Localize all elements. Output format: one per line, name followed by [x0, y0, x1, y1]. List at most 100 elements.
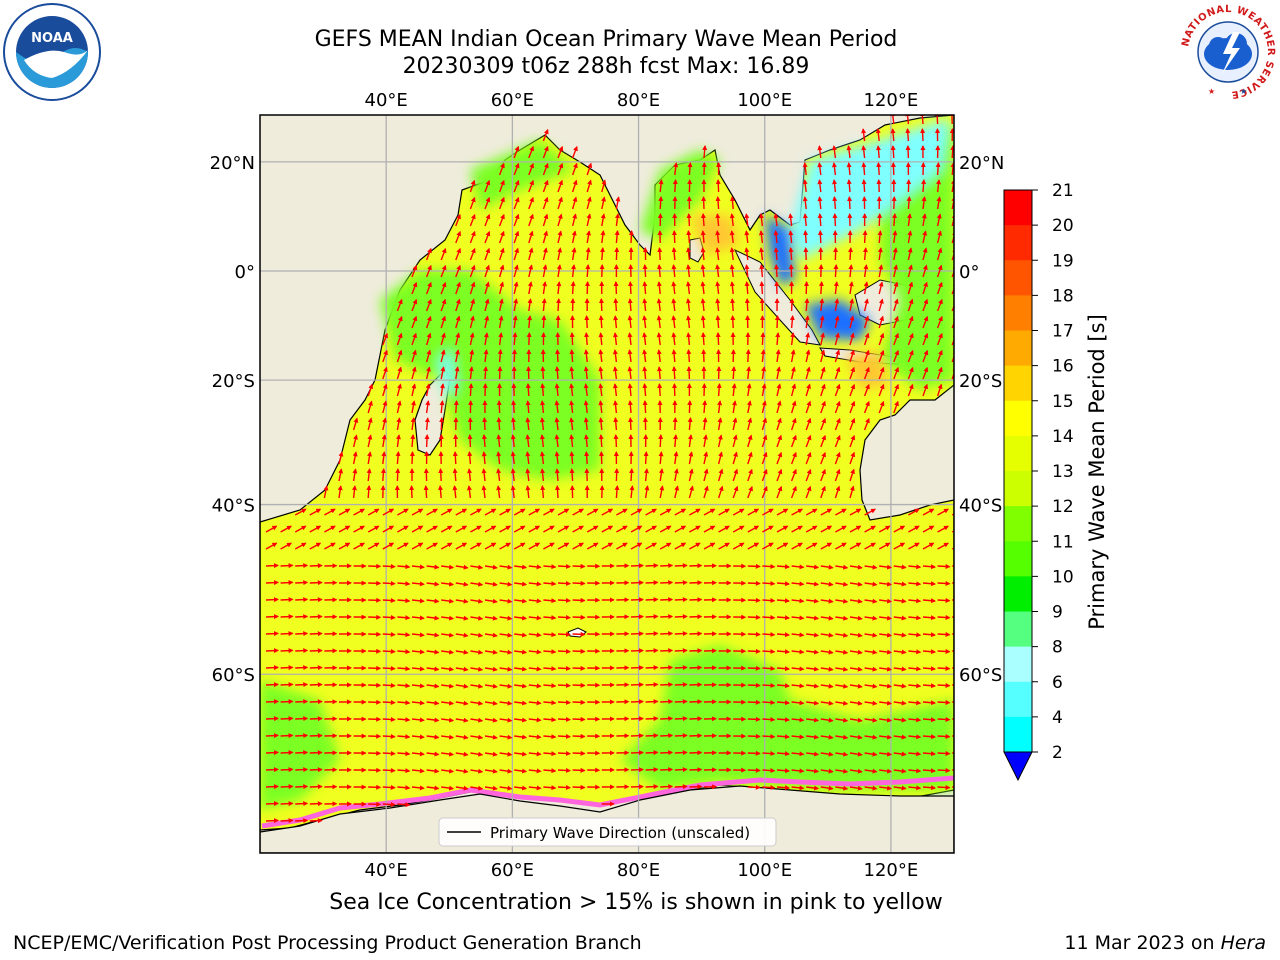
- wave-arrow: [820, 400, 826, 414]
- wave-arrow: [542, 145, 549, 159]
- wave-arrow: [569, 417, 575, 431]
- wave-arrow: [557, 230, 563, 244]
- wave-arrow: [659, 485, 665, 499]
- wave-arrow: [878, 349, 885, 363]
- wave-arrow: [862, 230, 868, 244]
- wave-arrow: [455, 315, 461, 329]
- wave-arrow: [396, 315, 403, 329]
- wave-arrow: [367, 400, 373, 414]
- wave-arrow: [426, 632, 440, 638]
- wave-arrow: [890, 145, 896, 159]
- green-region-arabian: [470, 140, 575, 210]
- wave-arrow: [409, 451, 415, 465]
- wave-arrow: [877, 213, 883, 227]
- wave-arrow: [397, 564, 411, 570]
- wave-arrow: [528, 196, 534, 210]
- wave-arrow: [776, 400, 782, 414]
- wave-arrow: [689, 716, 703, 722]
- wave-arrow: [776, 683, 790, 689]
- wave-arrow: [571, 230, 577, 244]
- wave-arrow: [788, 264, 794, 278]
- wave-arrow: [514, 615, 528, 621]
- lon-tick-label-bottom: 100°E: [737, 860, 792, 881]
- wave-arrow: [527, 298, 533, 312]
- wave-arrow: [835, 615, 849, 621]
- wave-arrow: [835, 542, 847, 550]
- wave-arrow: [686, 213, 692, 227]
- wave-arrow: [849, 542, 862, 550]
- wave-arrow: [295, 563, 309, 569]
- wave-arrow: [717, 468, 724, 482]
- wave-arrow: [496, 451, 502, 465]
- wave-arrow: [747, 525, 760, 533]
- wave-arrow: [645, 563, 659, 569]
- wave-arrow: [776, 734, 790, 740]
- wave-arrow: [543, 564, 557, 570]
- wave-arrow: [950, 145, 954, 159]
- wave-arrow: [455, 332, 461, 346]
- wave-arrow: [834, 434, 841, 448]
- wave-arrow: [600, 213, 606, 227]
- wave-arrow: [731, 366, 737, 380]
- wave-arrow: [396, 400, 402, 414]
- wave-arrow: [557, 213, 563, 227]
- wave-arrow: [747, 542, 760, 550]
- wave-arrow: [280, 818, 294, 824]
- wave-arrow: [906, 196, 912, 210]
- wave-arrow: [439, 383, 445, 397]
- wave-arrow: [848, 247, 854, 261]
- wave-arrow: [397, 700, 411, 706]
- wave-arrow: [656, 264, 662, 278]
- colorbar-swatch: [1004, 506, 1032, 542]
- wave-arrow: [835, 564, 849, 570]
- wave-arrow: [861, 162, 867, 176]
- wave-arrow: [674, 767, 688, 773]
- wave-arrow: [510, 417, 516, 431]
- wave-arrow: [352, 434, 358, 448]
- wave-arrow: [791, 751, 805, 757]
- wave-arrow: [729, 213, 735, 227]
- wave-arrow: [791, 598, 805, 604]
- wave-arrow: [569, 332, 575, 346]
- wave-arrow: [715, 196, 721, 210]
- wave-arrow: [645, 597, 659, 603]
- wave-arrow: [643, 468, 649, 482]
- wave-arrow: [700, 247, 706, 261]
- wave-arrow: [762, 717, 776, 723]
- wave-arrow: [382, 400, 388, 414]
- wave-arrow: [762, 581, 776, 587]
- wave-arrow: [627, 400, 633, 414]
- wave-arrow: [572, 580, 586, 586]
- wave-arrow: [630, 563, 644, 569]
- wave-arrow: [542, 213, 549, 227]
- wave-arrow: [382, 682, 396, 688]
- footer-date-text: 11 Mar 2023 on: [1064, 932, 1221, 954]
- wave-arrow: [454, 383, 460, 397]
- wave-arrow: [645, 648, 659, 654]
- lon-tick-label-bottom: 80°E: [617, 860, 660, 881]
- wave-arrow: [937, 631, 951, 637]
- wave-arrow: [514, 666, 528, 672]
- wave-arrow: [467, 468, 473, 482]
- wave-arrow: [557, 580, 571, 586]
- wave-arrow: [689, 542, 701, 550]
- wave-arrow: [758, 230, 764, 244]
- wave-arrow: [395, 468, 401, 482]
- wave-arrow: [397, 734, 411, 740]
- wave-arrow: [295, 733, 309, 739]
- wave-arrow: [642, 281, 648, 295]
- wave-arrow: [674, 733, 688, 739]
- wave-arrow: [671, 349, 677, 363]
- colorbar-swatch: [1004, 716, 1032, 753]
- wave-arrow: [543, 666, 557, 672]
- wave-arrow: [890, 128, 896, 142]
- blue-region-andaman: [765, 215, 795, 285]
- wave-arrow: [937, 597, 951, 603]
- wave-arrow: [776, 485, 783, 499]
- wave-arrow: [499, 525, 511, 533]
- wave-arrow: [470, 683, 484, 689]
- wave-arrow: [586, 542, 599, 550]
- wave-arrow: [761, 485, 768, 499]
- wave-arrow: [762, 525, 774, 533]
- wave-arrow: [791, 768, 805, 774]
